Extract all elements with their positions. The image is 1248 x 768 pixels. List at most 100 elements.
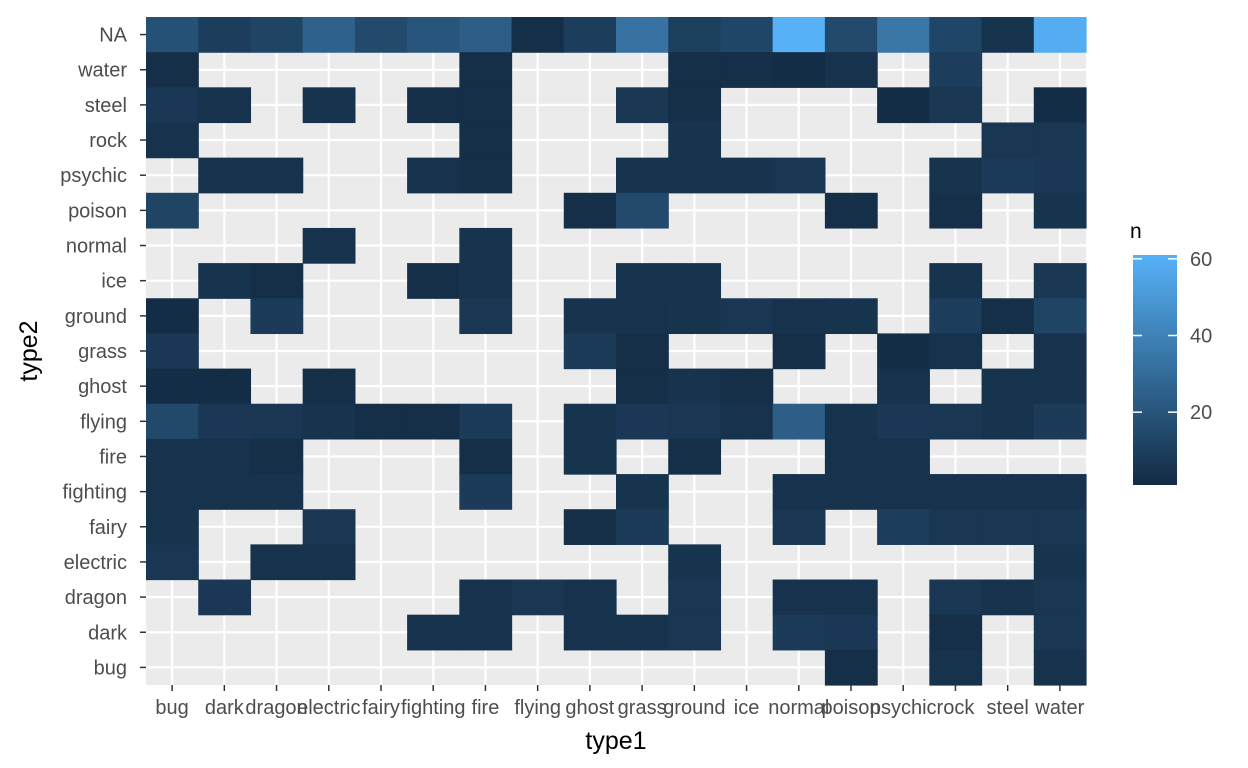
cell-rock-dark	[929, 614, 983, 651]
cell-fire-fire	[459, 438, 513, 475]
cell-steel-ghost	[981, 368, 1035, 405]
cell-dark-fire	[198, 438, 252, 475]
x-tick-label-flying: flying	[514, 697, 561, 719]
cell-poison-fire	[824, 438, 878, 475]
cell-poison-NA	[824, 17, 878, 53]
cell-bug-steel	[146, 87, 199, 124]
cell-normal-NA	[772, 17, 826, 53]
cell-water-flying	[1033, 403, 1087, 440]
cell-bug-ground	[146, 298, 199, 335]
cell-poison-flying	[824, 403, 878, 440]
y-tick-label-ground: ground	[65, 306, 127, 328]
cell-psychic-grass	[877, 333, 930, 370]
cell-rock-fighting	[929, 474, 983, 510]
cell-electric-steel	[302, 87, 356, 124]
y-tick-label-ghost: ghost	[78, 376, 127, 398]
y-tick-label-steel: steel	[85, 95, 127, 117]
cell-rock-ice	[929, 263, 983, 299]
cell-water-fairy	[1033, 509, 1087, 545]
x-tick-label-water: water	[1034, 697, 1084, 719]
cell-fire-dark	[459, 614, 513, 651]
cell-water-ground	[1033, 298, 1087, 335]
y-tick-label-NA: NA	[99, 25, 127, 47]
y-tick-label-water: water	[77, 60, 127, 82]
cell-electric-normal	[302, 227, 356, 264]
cell-bug-rock	[146, 122, 199, 159]
cell-bug-fairy	[146, 509, 199, 545]
cell-fairy-flying	[354, 403, 408, 440]
cell-normal-psychic	[772, 157, 826, 194]
cell-ground-water	[668, 52, 722, 88]
y-tick-label-dark: dark	[88, 622, 128, 644]
cell-water-bug	[1033, 649, 1087, 686]
cell-ground-ghost	[668, 368, 722, 405]
cell-dark-flying	[198, 403, 252, 440]
cell-bug-water	[146, 52, 199, 88]
cell-water-ghost	[1033, 368, 1087, 405]
cell-water-electric	[1033, 544, 1087, 581]
cell-grass-NA	[616, 17, 669, 53]
cell-electric-electric	[302, 544, 356, 581]
cell-ground-psychic	[668, 157, 722, 194]
cell-psychic-NA	[877, 17, 930, 53]
cell-rock-fairy	[929, 509, 983, 545]
x-tick-label-fighting: fighting	[401, 697, 466, 719]
cell-rock-grass	[929, 333, 983, 370]
cell-psychic-fairy	[877, 509, 930, 545]
cell-ground-NA	[668, 17, 722, 53]
cell-dragon-flying	[250, 403, 304, 440]
cell-ghost-dark	[563, 614, 617, 651]
cell-fire-ice	[459, 263, 513, 299]
cell-ground-ice	[668, 263, 722, 299]
cell-water-dragon	[1033, 579, 1087, 616]
cell-electric-fairy	[302, 509, 356, 545]
cell-dark-ice	[198, 263, 252, 299]
cell-psychic-ghost	[877, 368, 930, 405]
y-tick-label-psychic: psychic	[60, 165, 127, 187]
x-tick-label-dragon: dragon	[245, 697, 307, 719]
cell-poison-poison	[824, 192, 878, 229]
cell-normal-flying	[772, 403, 826, 440]
cell-ghost-grass	[563, 333, 617, 370]
cell-rock-flying	[929, 403, 983, 440]
y-tick-label-fighting: fighting	[63, 482, 128, 504]
legend-label-20: 20	[1190, 402, 1212, 424]
cell-fire-ground	[459, 298, 513, 335]
cell-bug-fighting	[146, 474, 199, 510]
y-tick-label-electric: electric	[64, 552, 127, 574]
y-axis: NA water steel rock psychic poison normal ice gr…	[60, 25, 146, 679]
cell-steel-NA	[981, 17, 1035, 53]
cell-fire-steel	[459, 87, 513, 124]
legend: n 20 40 60	[1130, 220, 1212, 485]
cell-ice-flying	[720, 403, 774, 440]
cell-grass-ice	[616, 263, 669, 299]
cell-water-dark	[1033, 614, 1087, 651]
cell-normal-water	[772, 52, 826, 88]
cell-dark-steel	[198, 87, 252, 124]
cell-ground-rock	[668, 122, 722, 159]
cell-water-NA	[1033, 17, 1087, 53]
cell-ghost-fairy	[563, 509, 617, 545]
x-tick-label-rock: rock	[937, 697, 976, 719]
legend-label-60: 60	[1190, 249, 1212, 271]
cell-normal-dark	[772, 614, 826, 651]
legend-ticks: 20 40 60	[1133, 249, 1212, 424]
x-tick-label-dark: dark	[205, 697, 245, 719]
cell-steel-fighting	[981, 474, 1035, 510]
x-tick-label-ghost: ghost	[565, 697, 614, 719]
cell-dragon-electric	[250, 544, 304, 581]
cell-fighting-psychic	[407, 157, 460, 194]
cell-dark-dragon	[198, 579, 252, 616]
cell-fire-water	[459, 52, 513, 88]
cell-ground-fire	[668, 438, 722, 475]
cell-rock-water	[929, 52, 983, 88]
cell-grass-steel	[616, 87, 669, 124]
cell-dragon-ground	[250, 298, 304, 335]
cell-grass-poison	[616, 192, 669, 229]
cell-poison-fighting	[824, 474, 878, 510]
cell-ground-ground	[668, 298, 722, 335]
y-tick-label-poison: poison	[68, 200, 127, 222]
cell-fire-NA	[459, 17, 513, 53]
cell-steel-psychic	[981, 157, 1035, 194]
cell-ice-psychic	[720, 157, 774, 194]
